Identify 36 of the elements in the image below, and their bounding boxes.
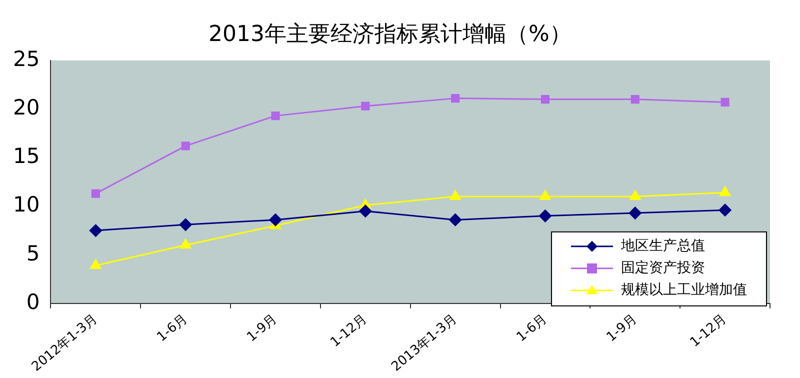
y-tick-label: 0 [26,290,40,314]
legend-label: 规模以上工业增加值 [621,282,747,298]
point [720,98,730,106]
x-tick-label: 1-9月 [604,312,640,346]
y-tick-label: 5 [26,241,40,266]
point [180,238,192,249]
point [540,95,550,104]
point [628,206,642,220]
point [449,214,462,226]
point [89,224,102,237]
y-tick-label: 15 [12,144,40,168]
point [720,186,731,196]
chart-title: 2013年主要经济指标累计增幅（%） [208,22,572,47]
point [630,190,641,200]
y-tick-label: 25 [12,46,40,71]
point [91,189,100,198]
point [450,190,461,200]
point [90,259,102,270]
point [181,142,190,150]
point [359,204,372,218]
x-tick-label: 1-9月 [244,312,280,346]
point [271,112,280,120]
point [451,94,460,103]
point [361,102,370,110]
y-tick-label: 20 [12,95,40,120]
point [179,218,192,231]
x-tick-label: 1-6月 [514,312,550,346]
point [718,204,732,216]
x-tick-label: 1-6月 [154,312,190,346]
legend-label: 地区生产总值 [620,238,705,254]
y-tick-label: 10 [12,192,40,217]
point [630,95,640,104]
point [269,214,282,226]
point [540,190,551,200]
point [538,210,552,222]
legend-label: 固定资产投资 [621,260,705,276]
